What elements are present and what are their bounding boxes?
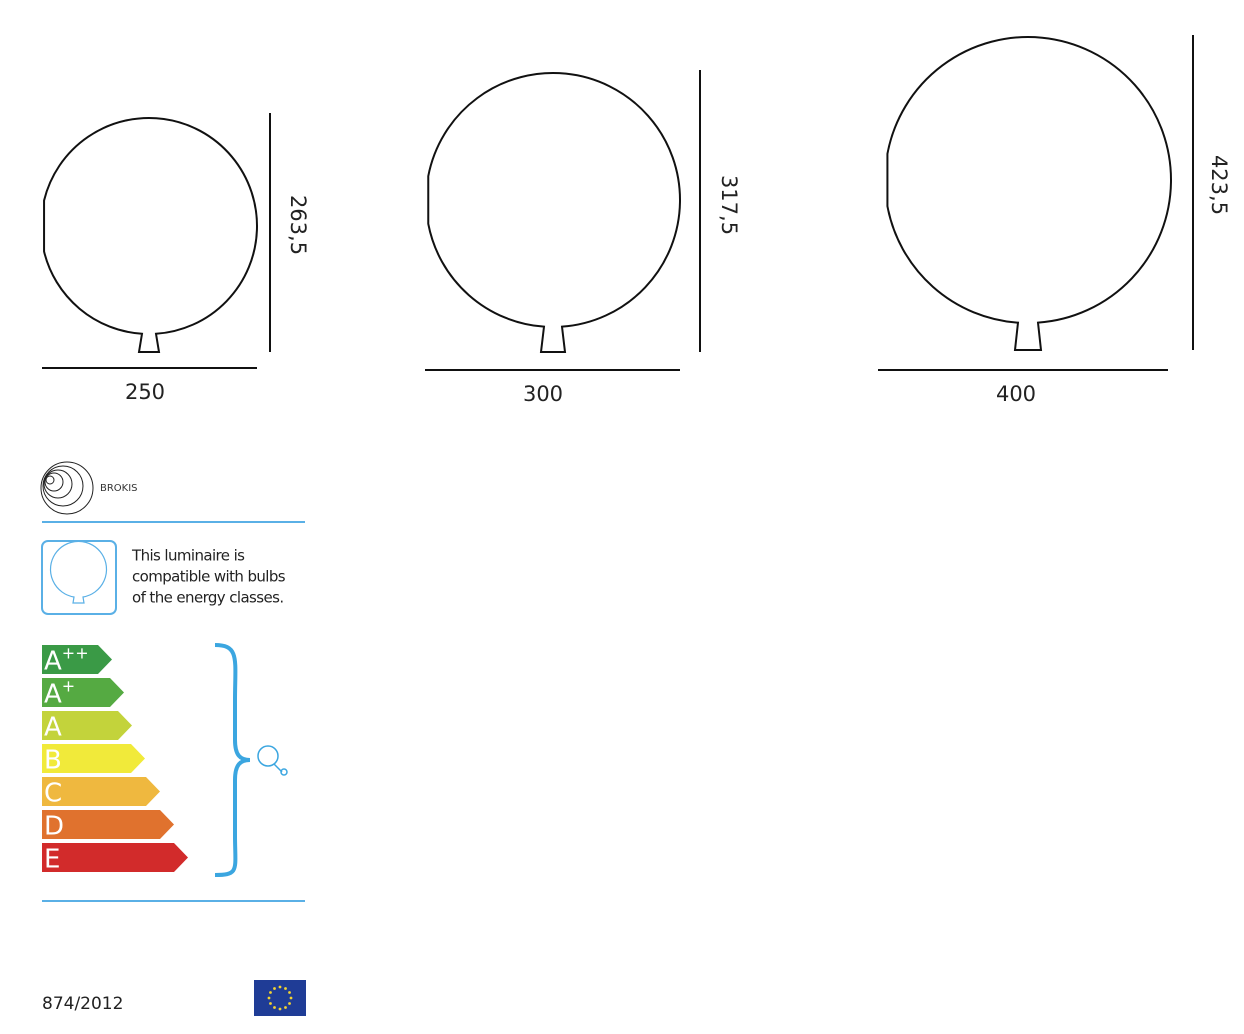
class-label: E <box>44 844 60 874</box>
star <box>267 996 271 1000</box>
width-label: 300 <box>523 382 563 406</box>
star <box>273 987 276 990</box>
class-arrow <box>42 645 112 674</box>
class-letter: A <box>44 679 62 709</box>
class-label: B <box>44 745 62 775</box>
star <box>278 1007 282 1011</box>
lamp-outline <box>43 117 258 353</box>
class-arrow <box>42 843 188 872</box>
text-line: of the energy classes. <box>132 589 284 607</box>
class-sup: + <box>62 676 75 695</box>
bulb-icon <box>257 745 288 776</box>
eu-flag <box>254 980 306 1016</box>
class-arrow <box>42 777 160 806</box>
class-arrow <box>42 711 132 740</box>
star <box>288 991 291 994</box>
class-letter: A <box>44 712 62 742</box>
class-arrow <box>42 744 145 773</box>
text-line: compatible with bulbs <box>132 568 286 586</box>
star <box>284 987 287 990</box>
class-label: D <box>44 811 64 841</box>
text-line: This luminaire is <box>131 547 245 565</box>
star <box>289 996 293 1000</box>
class-label: A++ <box>44 643 89 676</box>
class-label: A+ <box>44 676 75 709</box>
class-letter: B <box>44 745 62 775</box>
height-label: 263,5 <box>286 195 310 255</box>
lamp-outline <box>886 36 1172 351</box>
class-label: C <box>44 778 62 808</box>
star <box>288 1002 291 1005</box>
width-label: 400 <box>996 382 1036 406</box>
width-label: 250 <box>125 380 165 404</box>
class-letter: A <box>44 646 62 676</box>
star <box>278 985 282 989</box>
brand-logo <box>40 461 94 515</box>
compatibility-text: This luminaire is compatible with bulbs of… <box>131 547 286 607</box>
lamp-icon <box>49 540 108 604</box>
lamp-outline <box>427 72 681 353</box>
class-sup: ++ <box>62 643 89 662</box>
class-letter: E <box>44 844 60 874</box>
brace <box>214 643 251 877</box>
class-arrow <box>42 678 124 707</box>
class-arrow <box>42 810 174 839</box>
class-letter: C <box>44 778 62 808</box>
star <box>269 1002 272 1005</box>
brand-name: BROKIS <box>100 483 138 494</box>
star <box>284 1006 287 1009</box>
class-letter: D <box>44 811 64 841</box>
height-label: 423,5 <box>1207 155 1231 215</box>
height-label: 317,5 <box>717 175 741 235</box>
star <box>269 991 272 994</box>
regulation: 874/2012 <box>42 994 123 1014</box>
star <box>273 1006 276 1009</box>
class-label: A <box>44 712 62 742</box>
